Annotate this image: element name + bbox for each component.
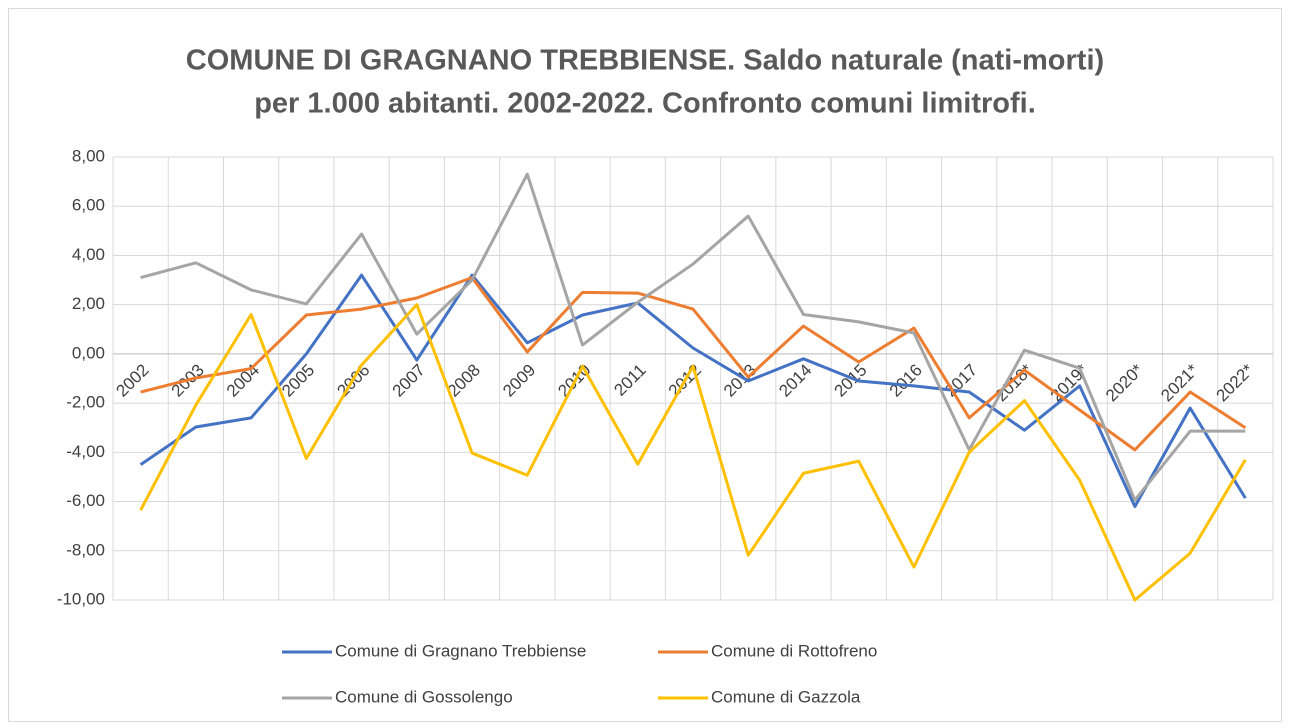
series-line (139, 303, 1247, 602)
chart-title: COMUNE DI GRAGNANO TREBBIENSE. Saldo nat… (186, 45, 1104, 77)
y-tick-label: 0,00 (72, 343, 105, 362)
chart-subtitle: per 1.000 abitanti. 2002-2022. Confronto… (254, 88, 1036, 120)
y-tick-label: -10,00 (57, 589, 105, 608)
y-tick-label: 4,00 (72, 245, 105, 264)
y-tick-label: 2,00 (72, 294, 105, 313)
legend-label: Comune di Gragnano Trebbiense (335, 641, 586, 660)
series-line (140, 276, 1247, 452)
y-tick-label: -6,00 (66, 491, 105, 510)
y-tick-label: -8,00 (66, 540, 105, 559)
y-tick-label: -4,00 (66, 442, 105, 461)
legend-label: Comune di Gazzola (711, 687, 861, 706)
series-line (139, 273, 1247, 508)
y-tick-label: -2,00 (66, 393, 105, 412)
y-tick-label: 6,00 (72, 196, 105, 215)
legend-label: Comune di Rottofreno (711, 641, 877, 660)
series-line (140, 172, 1246, 502)
y-tick-label: 8,00 (72, 146, 105, 165)
legend-label: Comune di Gossolengo (335, 687, 513, 706)
